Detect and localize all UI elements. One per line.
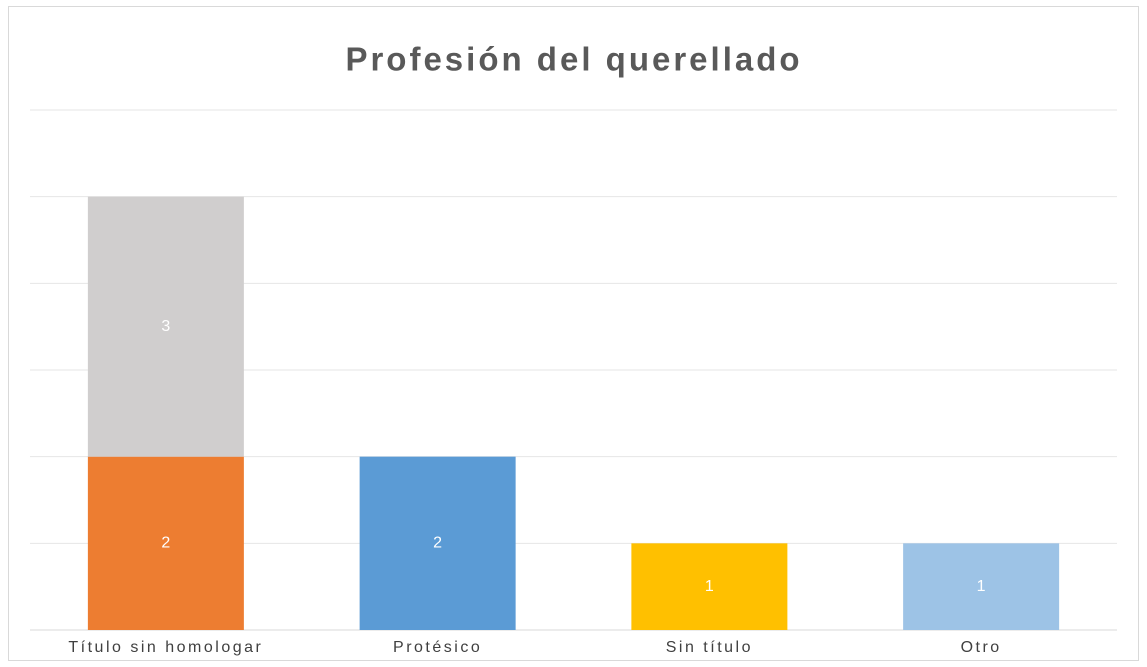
- bar: [87, 456, 244, 630]
- bar: [631, 543, 788, 630]
- data-label: 1: [977, 578, 986, 595]
- bar: [903, 543, 1060, 630]
- x-tick-label: Protésico: [393, 639, 482, 656]
- x-tick-label: Título sin homologar: [68, 639, 263, 656]
- data-label: 3: [161, 318, 170, 335]
- x-tick-label: Sin título: [666, 639, 753, 656]
- chart-title: Profesión del querellado: [345, 41, 802, 78]
- data-label: 2: [433, 535, 442, 552]
- data-label: 2: [161, 535, 170, 552]
- bar: [87, 196, 244, 457]
- x-tick-label: Otro: [961, 639, 1002, 656]
- data-label: 1: [705, 578, 714, 595]
- bar: [359, 456, 516, 630]
